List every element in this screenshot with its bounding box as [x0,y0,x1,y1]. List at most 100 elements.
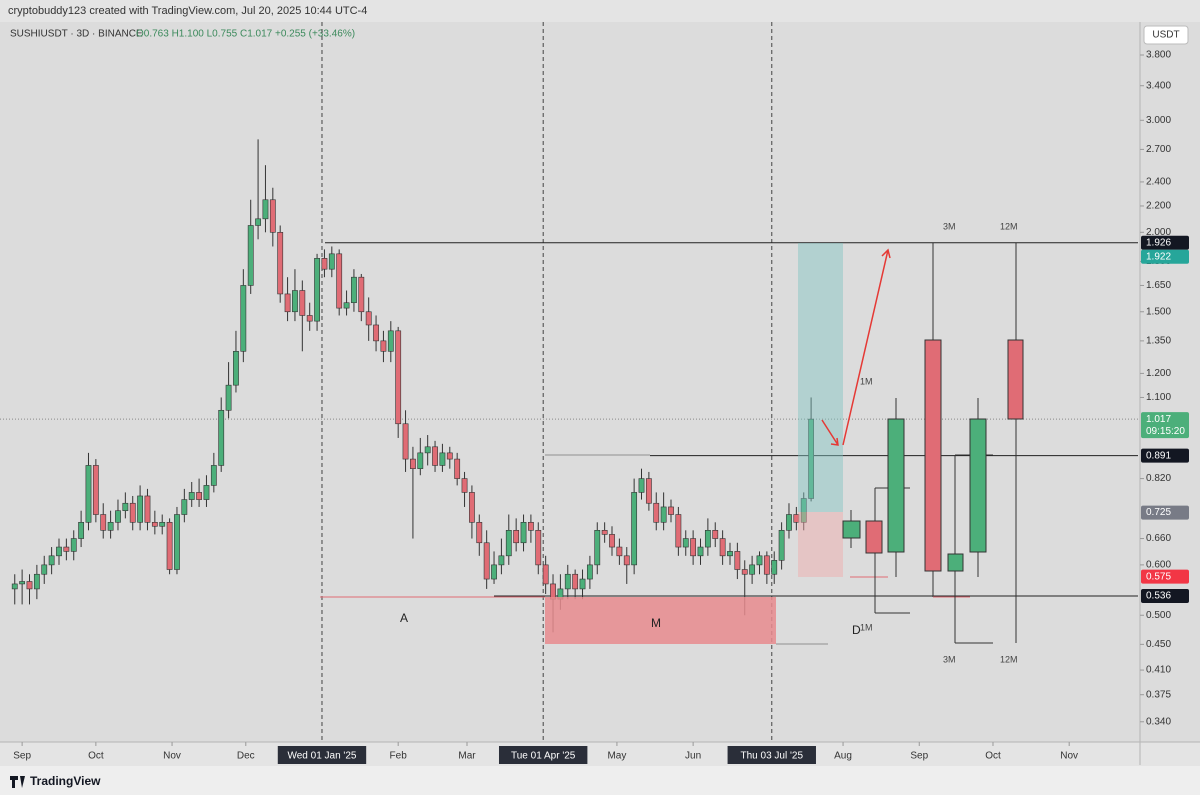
candles [11,139,815,633]
candle-body [734,551,741,570]
candle-body [756,555,763,566]
candle-body [166,521,173,570]
candle-body [314,258,320,322]
stop-zone [798,512,843,577]
candle-body [417,452,424,469]
candle-body [439,452,446,466]
candle-body [26,581,33,590]
projected-candles [842,243,1024,644]
candle-body [528,521,534,531]
candle-body [100,514,107,531]
x-tick-label: Nov [163,751,181,762]
candle-body [476,521,483,544]
candle-body [638,478,645,493]
candle-body [203,485,210,500]
y-tick-label: 1.200 [1146,368,1171,379]
candle-body [446,452,453,460]
footer [0,766,1200,795]
x-tick-label: Sep [910,751,928,762]
candle-body [697,546,704,557]
candle-body [321,258,328,270]
y-tick-label: 0.375 [1146,689,1171,700]
annotation: 12M [1000,654,1018,664]
price-badge-label: 0.891 [1146,450,1171,461]
y-tick-label: 3.800 [1146,50,1171,61]
candle-body [41,564,48,575]
price-axis [1140,22,1200,742]
candle-body [33,573,40,590]
candle-body [631,492,638,566]
price-badge [1141,412,1189,439]
candle-body [365,311,372,326]
candle-body [380,340,387,352]
annotation: 1M [860,622,873,632]
demand-zone [545,597,776,644]
x-tick-label: Mar [458,751,476,762]
candle-body [247,225,254,286]
x-tick-highlight [727,746,816,764]
x-tick-label: Feb [390,751,408,762]
candle-body [800,498,807,523]
candle-body [572,573,579,590]
x-tick-label: Wed 01 Jan '25 [287,751,356,762]
candle-body [786,514,792,531]
candle-body [727,551,733,557]
candle-body [284,293,291,313]
candle-body [469,492,475,523]
annotation: A [400,611,408,625]
y-tick-label: 0.340 [1146,716,1171,727]
candle-body [343,302,350,309]
candle-body [151,521,158,527]
candle-body [159,521,166,527]
x-tick-label: Thu 03 Jul '25 [741,751,804,762]
candle-body [653,502,660,523]
candle-body [233,350,239,386]
candle-body [387,330,394,352]
candle-body [535,530,542,566]
currency[interactable]: USDT [1152,30,1179,41]
candle-body [395,330,402,425]
candle-body [292,290,298,313]
x-tick-label: Dec [237,751,255,762]
price-badge-label: 0.725 [1146,507,1171,518]
candle-body [491,564,497,580]
candle-body [498,555,505,566]
drawings: A M D 1M 1M 3M 12M 3M 12M [320,221,1024,664]
candle-body [763,555,770,575]
candle-body [410,458,416,469]
candle-body [483,542,490,580]
candle-body [63,546,70,552]
arrow [842,248,891,446]
y-tick-label: 3.400 [1146,80,1171,91]
x-tick-label: Jun [685,751,701,762]
candle-body [358,276,365,313]
arrow [821,419,839,446]
candle-body [240,285,247,352]
candle-body [719,538,726,557]
candle-body [550,583,556,600]
candle-body [373,324,379,342]
candle-body [454,458,461,479]
y-tick-label: 0.410 [1146,665,1171,676]
candle-body [432,446,438,466]
y-tick-label: 1.500 [1146,306,1171,317]
price-badge-label: 1.017 [1146,414,1171,425]
candle-body [144,495,151,523]
candle-body [424,446,431,454]
candle-body [520,521,527,544]
currency-button[interactable] [1143,25,1189,45]
candle-body [181,499,188,515]
annotation: 3M [943,654,956,664]
candle-body [513,530,520,544]
price-badge [1141,448,1189,463]
candle-body [609,534,615,548]
candle-body [255,218,261,226]
annotation: 3M [943,221,956,231]
candle-body [306,315,313,322]
price-badge [1141,235,1189,250]
candle-body [690,538,697,557]
candle-body [749,564,756,575]
annotation: 12M [1000,221,1018,231]
candle-body [85,465,92,523]
